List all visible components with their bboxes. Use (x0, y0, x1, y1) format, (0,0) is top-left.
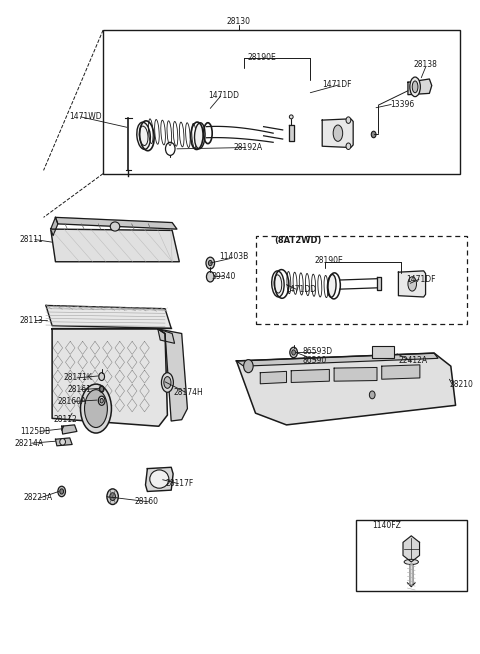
Text: 28161: 28161 (67, 385, 91, 394)
Polygon shape (322, 119, 353, 148)
Polygon shape (145, 468, 173, 491)
Text: 28138: 28138 (414, 60, 437, 69)
Polygon shape (56, 438, 72, 446)
Text: 28160A: 28160A (58, 397, 87, 406)
Text: 39340: 39340 (211, 271, 236, 281)
Circle shape (208, 260, 212, 266)
Ellipse shape (81, 384, 111, 433)
Text: 1471DF: 1471DF (322, 80, 352, 90)
Ellipse shape (99, 373, 105, 381)
Text: 28190E: 28190E (314, 256, 343, 265)
Ellipse shape (272, 271, 284, 297)
Circle shape (370, 391, 375, 399)
Polygon shape (408, 79, 432, 95)
Text: 86590: 86590 (303, 356, 327, 365)
Text: 28112: 28112 (53, 415, 77, 424)
Ellipse shape (164, 377, 171, 388)
Ellipse shape (98, 396, 105, 405)
Polygon shape (382, 365, 420, 379)
Text: 28190E: 28190E (247, 53, 276, 62)
Ellipse shape (100, 398, 103, 403)
Polygon shape (237, 353, 438, 366)
Polygon shape (289, 125, 294, 141)
Bar (103, 30, 460, 173)
Polygon shape (46, 305, 171, 328)
Text: 28210: 28210 (449, 380, 473, 389)
Bar (356, 519, 468, 591)
Polygon shape (61, 425, 77, 434)
Polygon shape (158, 329, 187, 421)
Text: 1125DB: 1125DB (21, 427, 51, 436)
Ellipse shape (346, 143, 351, 150)
Polygon shape (56, 217, 177, 229)
Text: 1471DF: 1471DF (407, 275, 436, 284)
Polygon shape (403, 536, 420, 562)
Circle shape (206, 271, 214, 282)
Text: 1471DD: 1471DD (208, 92, 239, 101)
Polygon shape (291, 370, 329, 383)
Ellipse shape (327, 275, 336, 298)
Text: 28113: 28113 (20, 316, 44, 325)
Ellipse shape (410, 77, 420, 97)
Ellipse shape (137, 122, 150, 149)
Text: 1140FZ: 1140FZ (372, 521, 401, 530)
Ellipse shape (408, 277, 417, 291)
Bar (372, 346, 394, 358)
Ellipse shape (371, 131, 376, 138)
Circle shape (292, 350, 296, 355)
Text: 28117F: 28117F (166, 479, 194, 488)
Ellipse shape (194, 123, 205, 149)
Ellipse shape (404, 559, 419, 564)
Circle shape (100, 387, 104, 392)
Ellipse shape (412, 81, 418, 93)
Polygon shape (52, 329, 168, 426)
Polygon shape (158, 329, 175, 343)
Text: 28130: 28130 (227, 17, 251, 26)
Bar (255, 235, 468, 324)
Polygon shape (51, 229, 180, 262)
Circle shape (206, 257, 215, 269)
Ellipse shape (161, 373, 173, 392)
Ellipse shape (289, 115, 293, 119)
Polygon shape (398, 271, 426, 297)
Text: 28111: 28111 (20, 235, 44, 244)
Polygon shape (334, 368, 377, 381)
Polygon shape (51, 217, 58, 235)
Ellipse shape (346, 117, 351, 124)
Text: 86593D: 86593D (303, 347, 333, 356)
Ellipse shape (333, 125, 343, 141)
Ellipse shape (110, 222, 120, 231)
Text: 28171K: 28171K (63, 373, 93, 383)
Ellipse shape (150, 470, 169, 488)
Text: (8AT2WD): (8AT2WD) (275, 236, 322, 245)
Text: 28214A: 28214A (14, 439, 43, 448)
Text: 28192A: 28192A (233, 143, 262, 152)
Circle shape (110, 492, 116, 500)
Polygon shape (260, 371, 287, 384)
Ellipse shape (84, 390, 108, 428)
Text: 28174H: 28174H (173, 388, 203, 397)
Text: 1471DD: 1471DD (286, 284, 316, 294)
Text: 22412A: 22412A (399, 356, 428, 366)
Polygon shape (377, 277, 381, 290)
Text: 28160: 28160 (134, 498, 158, 506)
Text: 13396: 13396 (390, 100, 415, 109)
Ellipse shape (60, 439, 65, 445)
Text: 11403B: 11403B (219, 252, 248, 261)
Circle shape (244, 360, 253, 373)
Text: 28223A: 28223A (24, 494, 53, 502)
Circle shape (107, 489, 119, 504)
Circle shape (60, 489, 63, 494)
Polygon shape (237, 353, 456, 425)
Text: 1471WD: 1471WD (69, 112, 101, 122)
Circle shape (58, 486, 65, 496)
Circle shape (290, 347, 298, 358)
